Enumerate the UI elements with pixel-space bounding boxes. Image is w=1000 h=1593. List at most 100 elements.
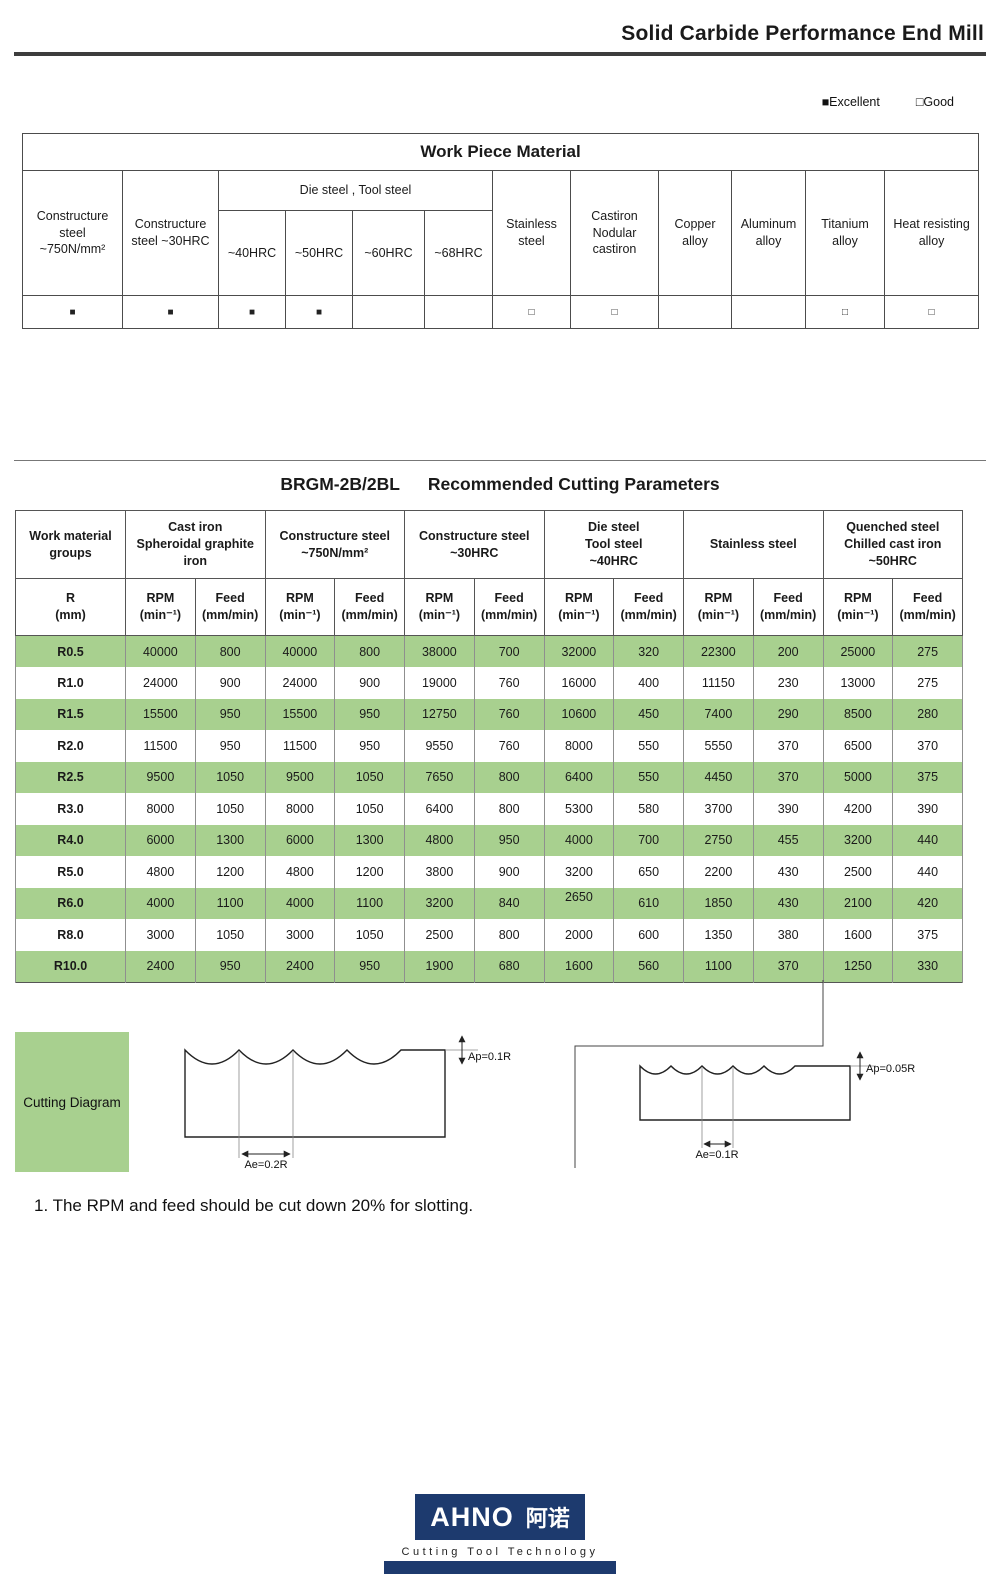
col-copper-alloy: Copper alloy: [658, 170, 732, 296]
subheader-rpm: RPM (min⁻¹): [125, 578, 196, 636]
col-die-tool-steel: Die steel , Tool steel: [218, 170, 493, 211]
value-cell: 390: [752, 793, 824, 825]
value-cell: 700: [613, 824, 684, 856]
cutting-parameters-title: BRGM-2B/2BL Recommended Cutting Paramete…: [0, 474, 1000, 495]
value-cell: 450: [613, 698, 684, 730]
sub-header-row: R (mm) RPM (min⁻¹) Feed (mm/min) RPM (mi…: [15, 578, 963, 636]
value-cell: 6400: [404, 793, 475, 825]
legend-good: □Good: [915, 95, 954, 109]
value-cell: 550: [613, 730, 684, 762]
row-label: R8.0: [15, 919, 126, 951]
value-cell: 8000: [543, 730, 615, 762]
col-aluminum-alloy: Aluminum alloy: [731, 170, 806, 296]
value-cell: 15500: [125, 698, 196, 730]
row-label: R2.5: [15, 761, 126, 793]
row-label: R1.5: [15, 698, 126, 730]
logo-text-cn: 阿诺: [525, 1506, 570, 1531]
table-row: R0.5 40000 800 40000 800 38000 700 32000 320 2230…: [15, 635, 963, 667]
ratings-row: ■ ■ ■ ■ □ □ □ □: [22, 295, 980, 329]
subheader-feed: Feed (mm/min): [194, 578, 266, 636]
subheader-rpm: RPM (min⁻¹): [683, 578, 754, 636]
value-cell: 560: [613, 950, 684, 982]
value-cell: 32000: [543, 635, 615, 667]
value-cell: 11500: [264, 730, 336, 762]
value-cell: 9550: [404, 730, 475, 762]
value-cell: 760: [473, 698, 545, 730]
value-cell: 455: [752, 824, 824, 856]
value-cell: 950: [473, 824, 545, 856]
value-cell: 1600: [543, 950, 615, 982]
value-cell: 6000: [125, 824, 196, 856]
row-label: R10.0: [15, 950, 126, 982]
value-cell: 5000: [822, 761, 894, 793]
value-cell: 950: [334, 698, 405, 730]
value-cell: 1300: [194, 824, 266, 856]
value-cell: 40000: [264, 635, 336, 667]
value-cell: 4800: [404, 824, 475, 856]
value-cell: 3200: [822, 824, 894, 856]
value-cell: 4000: [543, 824, 615, 856]
col-68hrc: ~68HRC: [424, 210, 493, 296]
group-constructure-750: Constructure steel ~750N/mm²: [264, 510, 405, 579]
subheader-feed: Feed (mm/min): [752, 578, 824, 636]
rating-cell: ■: [218, 295, 286, 329]
value-cell: 4000: [264, 887, 336, 919]
subheader-rpm: RPM (min⁻¹): [543, 578, 615, 636]
col-stainless-steel: Stainless steel: [492, 170, 571, 296]
value-cell: 375: [892, 919, 963, 951]
right-ap-label: Ap=0.05R: [866, 1063, 915, 1075]
value-cell: 11500: [125, 730, 196, 762]
col-titanium-alloy: Titanium alloy: [805, 170, 885, 296]
value-cell: 430: [752, 856, 824, 888]
value-cell: 1050: [194, 761, 266, 793]
value-cell: 38000: [404, 635, 475, 667]
value-cell: 1350: [683, 919, 754, 951]
group-cast-iron: Cast iron Spheroidal graphite iron: [125, 510, 266, 579]
group-die-tool-steel: Die steel Tool steel ~40HRC: [543, 510, 684, 579]
value-cell: 840: [473, 887, 545, 919]
value-cell: 2400: [264, 950, 336, 982]
rating-cell: [424, 295, 493, 329]
value-cell: 800: [334, 635, 405, 667]
table-row: R10.0 2400 950 2400 950 1900 680 1600 560 1100 370…: [15, 950, 963, 982]
value-cell: 650: [613, 856, 684, 888]
value-cell: 1900: [404, 950, 475, 982]
row-label: R2.0: [15, 730, 126, 762]
cutting-diagram-label: Cutting Diagram: [15, 1032, 129, 1172]
rating-legend: ■Excellent □Good: [822, 95, 954, 109]
value-cell: 2650: [543, 887, 615, 919]
value-cell: 1050: [334, 793, 405, 825]
rating-cell: [731, 295, 806, 329]
value-cell: 3200: [404, 887, 475, 919]
value-cell: 950: [334, 950, 405, 982]
rating-cell: □: [570, 295, 659, 329]
value-cell: 24000: [125, 667, 196, 699]
left-ae-label: Ae=0.2R: [244, 1159, 287, 1171]
value-cell: 2500: [404, 919, 475, 951]
group-stainless-steel: Stainless steel: [683, 510, 824, 579]
rating-cell: [352, 295, 425, 329]
value-cell: 2400: [125, 950, 196, 982]
value-cell: 280: [892, 698, 963, 730]
logo-text-en: AHNO: [430, 1501, 514, 1532]
value-cell: 600: [613, 919, 684, 951]
legend-excellent: ■Excellent: [821, 95, 880, 109]
subheader-rpm: RPM (min⁻¹): [404, 578, 475, 636]
row-label: R0.5: [15, 635, 126, 667]
table-row: R1.0 24000 900 24000 900 19000 760 16000 400 1115…: [15, 667, 963, 699]
col-work-material-groups: Work material groups: [15, 510, 126, 579]
value-cell: 1600: [822, 919, 894, 951]
value-cell: 680: [473, 950, 545, 982]
subheader-rpm: RPM (min⁻¹): [822, 578, 894, 636]
row-label: R3.0: [15, 793, 126, 825]
col-constructure-steel-750: Constructure steel ~750N/mm²: [22, 170, 123, 296]
brand-logo: AHNO 阿诺: [415, 1494, 585, 1540]
value-cell: 4800: [264, 856, 336, 888]
value-cell: 1050: [334, 761, 405, 793]
cutting-title-text: Recommended Cutting Parameters: [427, 474, 720, 494]
value-cell: 1100: [683, 950, 754, 982]
value-cell: 1050: [194, 919, 266, 951]
rating-cell: [658, 295, 732, 329]
row-label: R4.0: [15, 824, 126, 856]
value-cell: 400: [613, 667, 684, 699]
